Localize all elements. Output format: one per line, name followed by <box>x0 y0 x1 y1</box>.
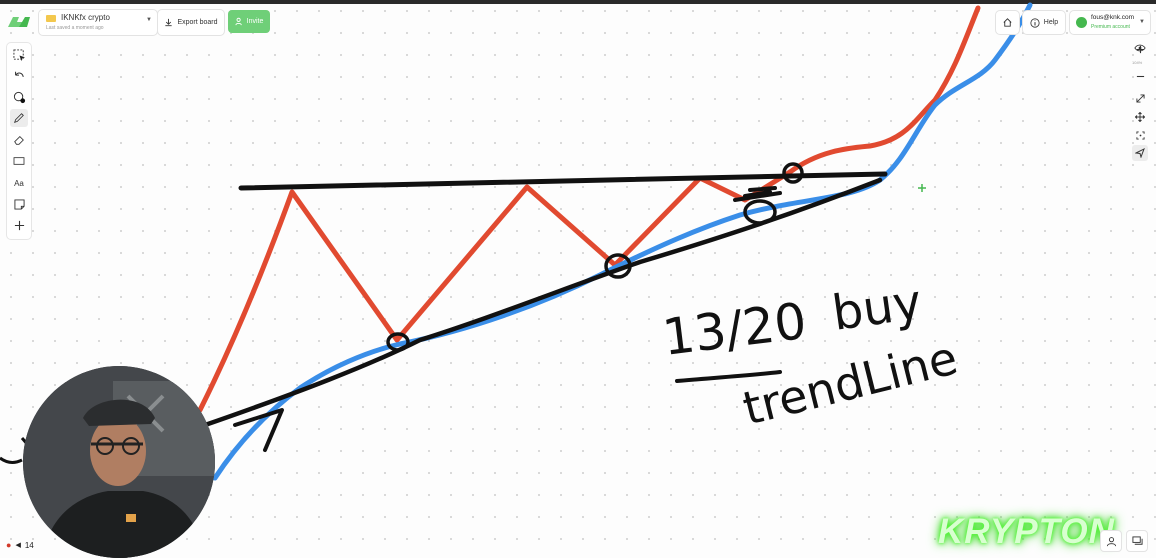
sticky-note-icon <box>13 198 25 210</box>
pen-icon <box>14 113 24 123</box>
select-icon <box>12 48 25 61</box>
expand-icon <box>1135 93 1145 103</box>
user-icon <box>1106 536 1116 546</box>
select-tool[interactable] <box>10 46 28 64</box>
laser-pointer-button[interactable] <box>1132 145 1148 161</box>
user-plus-icon <box>235 17 242 26</box>
left-toolbar: Aa <box>6 42 32 240</box>
chevron-down-icon: ▼ <box>1139 19 1145 25</box>
annotation-fraction: 13/20 <box>659 292 809 367</box>
chevron-left-icon[interactable]: ◀ <box>15 542 21 549</box>
arrow-mark <box>233 408 284 452</box>
chat-button[interactable] <box>1126 530 1148 552</box>
rectangle-tool[interactable] <box>10 152 28 170</box>
fraction-underline <box>675 370 782 383</box>
annotation-action: buy <box>829 274 925 342</box>
info-icon <box>1030 17 1040 28</box>
brand-watermark: KRYPTON <box>938 512 1115 551</box>
lock-icon[interactable]: ● <box>6 540 12 550</box>
user-button[interactable] <box>1100 530 1122 552</box>
board-selector[interactable]: IKNKfx crypto Last saved a moment ago ▼ <box>38 9 158 36</box>
presenter-video <box>23 366 215 558</box>
pan-button[interactable] <box>1132 109 1148 125</box>
fit-screen-button[interactable] <box>1132 90 1148 106</box>
plus-icon <box>1136 45 1144 53</box>
undo-icon <box>15 71 24 78</box>
touch-circle-3 <box>782 162 804 184</box>
left-stroke <box>0 456 23 464</box>
pen-tool[interactable] <box>10 109 28 127</box>
cursor-plus <box>918 184 926 192</box>
board-name: IKNKfx crypto <box>61 13 110 22</box>
eraser-tool[interactable] <box>10 131 28 149</box>
help-button[interactable]: Help <box>1022 10 1066 35</box>
top-edge-bar <box>0 0 1156 4</box>
move-icon <box>1135 112 1145 122</box>
red-price-line <box>197 5 981 413</box>
home-icon <box>1003 18 1012 27</box>
blue-ma-line <box>212 2 1033 481</box>
help-label: Help <box>1043 19 1059 26</box>
trend-line <box>202 177 883 428</box>
sticky-note-tool[interactable] <box>10 195 28 213</box>
plus-icon <box>14 220 24 230</box>
chat-icon <box>1131 535 1143 545</box>
scribble-mark <box>733 186 782 202</box>
text-tool[interactable]: Aa <box>10 174 28 192</box>
zoom-level: 104% <box>1132 60 1143 65</box>
color-tool[interactable] <box>10 88 28 106</box>
rectangle-icon <box>13 157 25 165</box>
app-logo-icon[interactable] <box>7 13 31 31</box>
eraser-icon <box>14 135 24 145</box>
export-label: Export board <box>177 19 218 26</box>
download-icon <box>165 18 173 27</box>
touch-circle-4 <box>743 199 777 225</box>
account-menu[interactable]: fous@knk.com Premium account ▼ <box>1069 10 1151 35</box>
avatar <box>1076 17 1087 28</box>
focus-button[interactable] <box>1132 127 1148 143</box>
text-tool-label: Aa <box>14 178 24 188</box>
account-plan: Premium account <box>1091 24 1130 30</box>
home-button[interactable] <box>995 10 1020 35</box>
zoom-out-button[interactable] <box>1132 68 1148 84</box>
invite-label: Invite <box>246 18 264 25</box>
invite-button[interactable]: Invite <box>228 10 270 33</box>
chevron-down-icon: ▼ <box>146 17 152 23</box>
zoom-in-button[interactable] <box>1132 41 1148 57</box>
webcam-overlay <box>23 366 215 558</box>
add-tool[interactable] <box>10 216 28 234</box>
page-number: 14 <box>24 540 34 550</box>
touch-circle-1 <box>386 332 410 352</box>
touch-circle-2 <box>604 253 632 279</box>
folder-icon <box>46 15 56 22</box>
board-save-status: Last saved a moment ago <box>46 25 104 31</box>
send-icon <box>1135 148 1145 158</box>
export-board-button[interactable]: Export board <box>157 9 225 36</box>
focus-icon <box>1135 130 1145 140</box>
account-email: fous@knk.com <box>1091 14 1135 21</box>
resistance-line <box>238 171 888 191</box>
minus-icon <box>1136 75 1144 77</box>
page-navigator: ● ◀ 14 <box>0 534 34 556</box>
undo-tool[interactable] <box>10 67 28 85</box>
palette-icon <box>13 91 25 103</box>
